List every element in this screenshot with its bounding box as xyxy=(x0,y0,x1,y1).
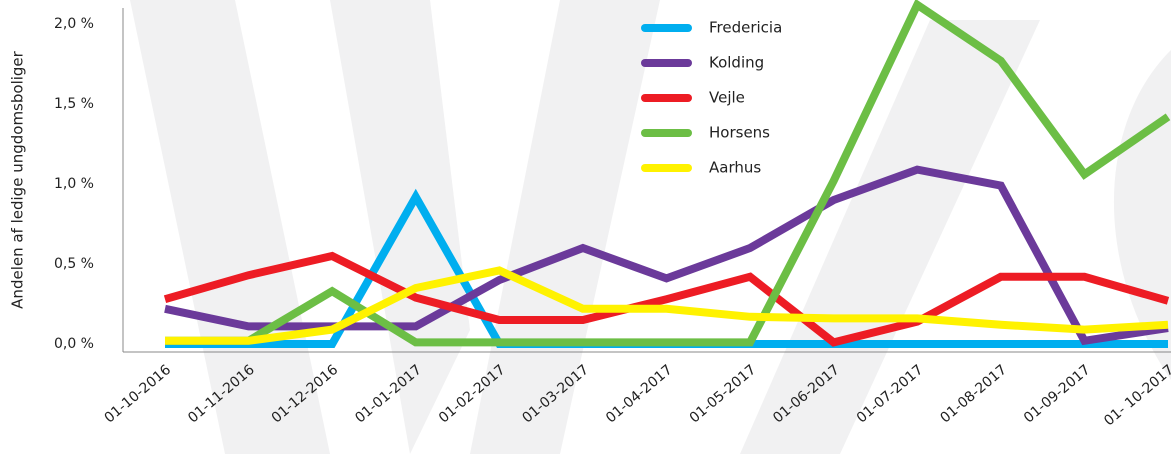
x-tick-label: 01-05-2017 xyxy=(687,362,760,427)
x-tick-label: 01- 10-2017 xyxy=(1101,362,1171,429)
legend-label: Vejle xyxy=(709,89,745,107)
y-tick-label: 2,0 % xyxy=(54,16,94,32)
y-axis-label: Andelen af ledige ungdomsboliger xyxy=(9,50,27,308)
series-line xyxy=(163,251,1170,347)
legend-label: Fredericia xyxy=(709,19,782,37)
series-line xyxy=(165,0,1171,347)
x-tick-label: 01-08-2017 xyxy=(937,362,1010,427)
series-line xyxy=(164,165,1169,346)
y-tick-label: 0,5 % xyxy=(54,256,94,272)
series-line xyxy=(165,266,1169,345)
y-tick-label: 1,0 % xyxy=(54,176,94,192)
legend-label: Horsens xyxy=(709,124,770,142)
y-tick-label: 0,0 % xyxy=(54,336,94,352)
x-tick-label: 01-09-2017 xyxy=(1021,362,1094,427)
y-tick-label: 1,5 % xyxy=(54,96,94,112)
x-tick-label: 01-10-2016 xyxy=(102,362,175,427)
x-tick-label: 01-04-2017 xyxy=(603,362,676,427)
legend-label: Kolding xyxy=(709,54,764,72)
legend-label: Aarhus xyxy=(709,159,761,177)
